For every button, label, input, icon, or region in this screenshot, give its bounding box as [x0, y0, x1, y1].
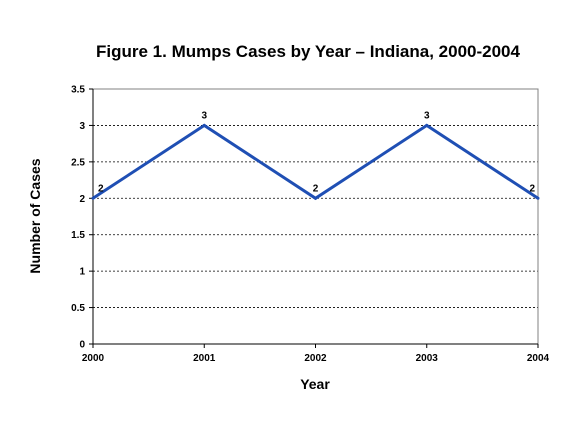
- x-axis-label: Year: [300, 376, 330, 392]
- data-label: 2: [313, 183, 319, 194]
- y-tick-label: 0.5: [71, 303, 85, 314]
- x-tick-label: 2003: [416, 353, 439, 364]
- x-tick-label: 2001: [193, 353, 216, 364]
- data-label: 3: [201, 110, 207, 121]
- data-label: 2: [98, 183, 104, 194]
- y-tick-label: 2: [79, 194, 85, 205]
- chart-title: Figure 1. Mumps Cases by Year – Indiana,…: [96, 42, 520, 61]
- x-tick-label: 2002: [304, 353, 327, 364]
- y-tick-label: 1: [79, 267, 85, 278]
- data-label: 3: [424, 110, 430, 121]
- y-axis-label: Number of Cases: [27, 158, 43, 273]
- data-point: [91, 196, 95, 200]
- y-axis-ticks: 0 0.5 1 1.5 2 2.5 3 3.5: [71, 85, 93, 351]
- data-point: [425, 123, 429, 127]
- x-tick-label: 2004: [527, 353, 550, 364]
- data-label: 2: [529, 183, 535, 194]
- data-labels: 2 3 2 3 2: [98, 110, 535, 194]
- y-tick-label: 1.5: [71, 230, 85, 241]
- data-point: [314, 196, 317, 200]
- x-axis-ticks: 2000 2001 2002 2003 2004: [82, 344, 550, 364]
- x-tick-label: 2000: [82, 353, 105, 364]
- y-tick-label: 3.5: [71, 85, 85, 96]
- plot-area: [92, 88, 539, 345]
- data-point: [202, 123, 206, 127]
- y-tick-label: 2.5: [71, 157, 85, 168]
- y-tick-label: 3: [79, 121, 85, 132]
- series-layer: [91, 123, 540, 201]
- y-tick-label: 0: [79, 340, 85, 351]
- data-point: [536, 196, 540, 200]
